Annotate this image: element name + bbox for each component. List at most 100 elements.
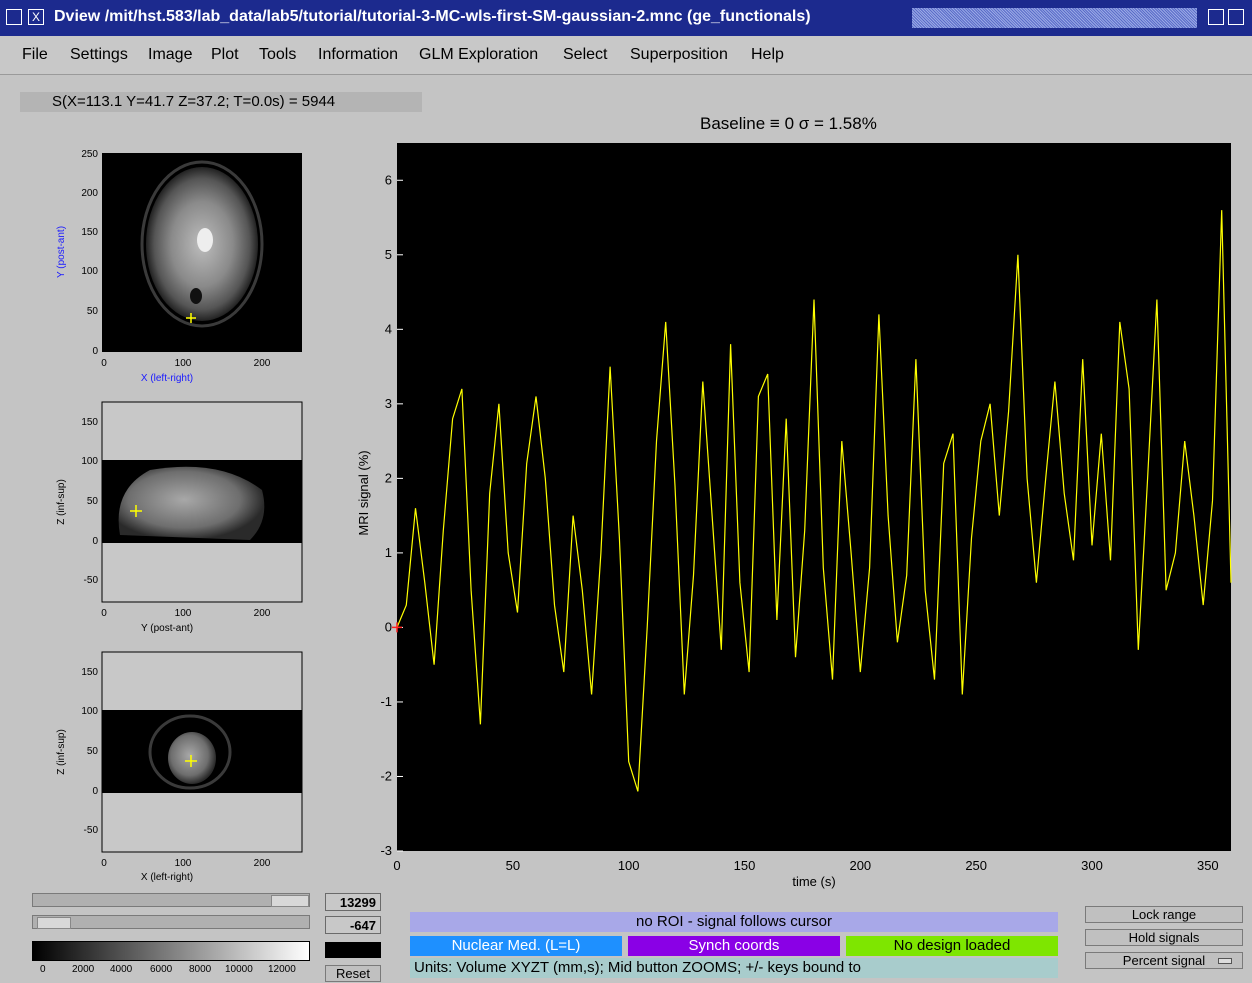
menu-superposition[interactable]: Superposition — [630, 46, 728, 63]
view2-xlabel: Y (post-ant) — [141, 623, 193, 634]
signal-chart[interactable]: -3 -2 -1 0 1 2 3 4 5 6 0 50 100 150 200 250 300 350 MRI … — [340, 138, 1252, 898]
max-intensity-slider[interactable] — [32, 893, 310, 907]
option-menu-icon — [1218, 958, 1232, 964]
axial-x-ticks: 0 100 200 — [101, 358, 271, 369]
window-menu-icon[interactable] — [6, 9, 22, 25]
menu-bar: File Settings Image Plot Tools Informati… — [0, 36, 1252, 75]
iconify-icon[interactable] — [1208, 9, 1224, 25]
menu-information[interactable]: Information — [318, 46, 399, 63]
sagittal-x-ticks: 0 100 200 — [101, 608, 271, 619]
x-tick-label: 250 — [965, 858, 987, 873]
x-tick-label: 350 — [1197, 858, 1219, 873]
plot-title: Baseline ≡ 0 σ = 1.58% — [700, 114, 877, 133]
y-axis-ticks: -3 -2 -1 0 1 2 3 4 5 6 — [380, 172, 403, 858]
view1-xtick: 100 — [175, 358, 192, 369]
min-intensity-slider[interactable] — [32, 915, 310, 929]
colorbar-tick: 4000 — [110, 964, 133, 975]
colorbar-tick: 8000 — [189, 964, 212, 975]
orthogonal-views: 250 200 150 100 50 0 0 100 200 X (left-r… — [56, 149, 303, 883]
view1-xlabel: X (left-right) — [141, 373, 193, 384]
axial-view[interactable] — [102, 153, 302, 352]
reset-button[interactable]: Reset — [325, 965, 381, 982]
menu-glm-exploration[interactable]: GLM Exploration — [419, 46, 539, 63]
sagittal-y-ticks: 150 100 50 0 -50 — [81, 417, 98, 586]
y-tick-label: 3 — [385, 396, 392, 411]
design-status-button[interactable]: No design loaded — [846, 936, 1058, 956]
colorbar-ticks: 0 2000 4000 6000 8000 10000 12000 — [0, 964, 320, 980]
y-tick-label: 0 — [385, 619, 392, 634]
view3-xtick: 100 — [175, 858, 192, 869]
colorbar-tick: 10000 — [225, 964, 253, 975]
y-axis-label: MRI signal (%) — [356, 450, 371, 535]
y-tick-label: -3 — [380, 843, 392, 858]
view1-ytick: 200 — [81, 188, 98, 199]
roi-status-bar: no ROI - signal follows cursor — [410, 912, 1058, 932]
view1-xtick: 200 — [254, 358, 271, 369]
percent-signal-label: Percent signal — [1122, 953, 1206, 968]
y-tick-label: 6 — [385, 172, 392, 187]
units-info-bar: Units: Volume XYZT (mm,s); Mid button ZO… — [410, 958, 1058, 978]
colorbar-tick: 2000 — [72, 964, 95, 975]
synch-coords-button[interactable]: Synch coords — [628, 936, 840, 956]
coronal-y-ticks: 150 100 50 0 -50 — [81, 667, 98, 836]
y-tick-label: 1 — [385, 545, 392, 560]
x-tick-label: 100 — [618, 858, 640, 873]
sagittal-view[interactable] — [101, 401, 303, 603]
view1-ytick: 150 — [81, 227, 98, 238]
x-tick-label: 0 — [393, 858, 400, 873]
menu-image[interactable]: Image — [148, 46, 193, 63]
view3-xtick: 0 — [101, 858, 107, 869]
time-cursor-icon — [392, 622, 402, 633]
lock-range-label: Lock range — [1131, 907, 1197, 922]
x-axis-label: time (s) — [792, 874, 835, 889]
menu-settings[interactable]: Settings — [70, 46, 128, 63]
plot-area[interactable] — [397, 143, 1231, 851]
window-title: Dview /mit/hst.583/lab_data/lab5/tutoria… — [54, 8, 811, 25]
slider-thumb[interactable] — [37, 917, 71, 929]
view3-ytick: 50 — [87, 746, 99, 757]
colorbar-tick: 0 — [40, 964, 46, 975]
view1-xtick: 0 — [101, 358, 107, 369]
y-tick-label: 2 — [385, 470, 392, 485]
color-swatch — [325, 942, 381, 958]
menu-select[interactable]: Select — [563, 46, 608, 63]
view2-ytick: 0 — [92, 536, 98, 547]
view3-xtick: 200 — [254, 858, 271, 869]
view3-ytick: 150 — [81, 667, 98, 678]
x-tick-label: 300 — [1081, 858, 1103, 873]
percent-signal-menu[interactable]: Percent signal — [1085, 952, 1243, 969]
view1-ytick: 100 — [81, 266, 98, 277]
view1-ytick: 0 — [92, 346, 98, 357]
title-bar-filler — [912, 8, 1197, 28]
view2-xtick: 0 — [101, 608, 107, 619]
hold-signals-toggle[interactable]: Hold signals — [1085, 929, 1243, 946]
view3-ytick: -50 — [84, 825, 99, 836]
view3-ytick: 100 — [81, 706, 98, 717]
menu-file[interactable]: File — [22, 46, 48, 63]
y-tick-label: 4 — [385, 321, 392, 336]
view2-xtick: 200 — [254, 608, 271, 619]
colorbar — [32, 941, 310, 961]
coronal-x-ticks: 0 100 200 — [101, 858, 271, 869]
title-bar: X Dview /mit/hst.583/lab_data/lab5/tutor… — [0, 0, 1252, 36]
max-value-field[interactable]: 13299 — [325, 893, 381, 911]
hold-signals-label: Hold signals — [1128, 930, 1200, 945]
y-tick-label: 5 — [385, 247, 392, 262]
axial-y-ticks: 250 200 150 100 50 0 — [81, 149, 98, 357]
lock-range-toggle[interactable]: Lock range — [1085, 906, 1243, 923]
view2-ytick: -50 — [84, 575, 99, 586]
cursor-readout-text: S(X=113.1 Y=41.7 Z=37.2; T=0.0s) = 5944 — [52, 93, 336, 110]
min-value-field[interactable]: -647 — [325, 916, 381, 934]
x-tick-label: 50 — [506, 858, 520, 873]
maximize-icon[interactable] — [1228, 9, 1244, 25]
view1-ylabel: Y (post-ant) — [56, 226, 67, 278]
x-tick-label: 200 — [849, 858, 871, 873]
view2-ytick: 150 — [81, 417, 98, 428]
coronal-view[interactable] — [101, 651, 303, 853]
orientation-button[interactable]: Nuclear Med. (L=L) — [410, 936, 622, 956]
view2-xtick: 100 — [175, 608, 192, 619]
slider-thumb[interactable] — [271, 895, 309, 907]
menu-help[interactable]: Help — [751, 46, 784, 63]
menu-plot[interactable]: Plot — [211, 46, 239, 63]
menu-tools[interactable]: Tools — [259, 46, 297, 63]
